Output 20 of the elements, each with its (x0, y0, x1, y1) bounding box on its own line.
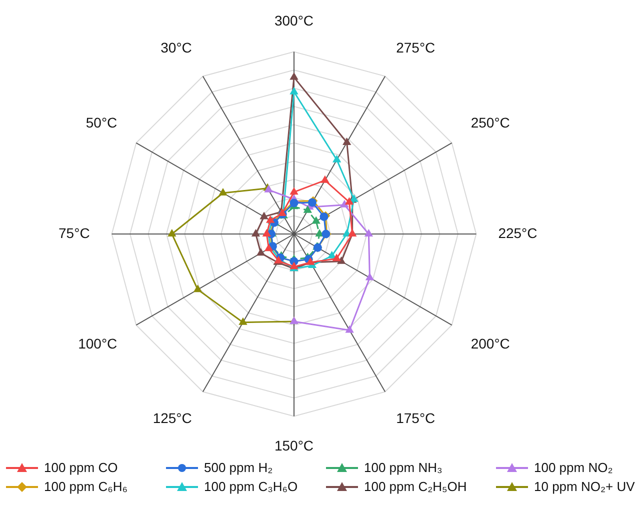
spoke-label: 150°C (274, 437, 314, 454)
spoke-label: 75°C (58, 224, 90, 241)
legend-label: 500 ppm H₂ (204, 460, 273, 475)
spoke-label: 250°C (470, 114, 510, 130)
spoke-label: 225°C (498, 224, 538, 241)
legend-label: 100 ppm CO (44, 460, 118, 475)
spoke-label: 200°C (470, 335, 510, 352)
spoke-label: 100°C (78, 335, 118, 352)
spoke-label: 30°C (160, 40, 192, 56)
legend-label: 100 ppm NO₂ (534, 460, 613, 475)
legend-label: 100 ppm C₆H₆ (44, 479, 128, 494)
legend-label: 10 ppm NO₂+ UV (534, 479, 635, 494)
spoke-label: 300°C (274, 12, 314, 28)
spoke-label: 275°C (396, 40, 436, 56)
legend-label: 100 ppm C₃H₆O (204, 479, 298, 494)
spoke-label: 125°C (152, 410, 192, 426)
spoke-label: 50°C (86, 114, 118, 130)
spoke-label: 175°C (396, 410, 436, 426)
legend-label: 100 ppm NH₃ (364, 460, 442, 475)
legend-label: 100 ppm C₂H₅OH (364, 479, 467, 494)
